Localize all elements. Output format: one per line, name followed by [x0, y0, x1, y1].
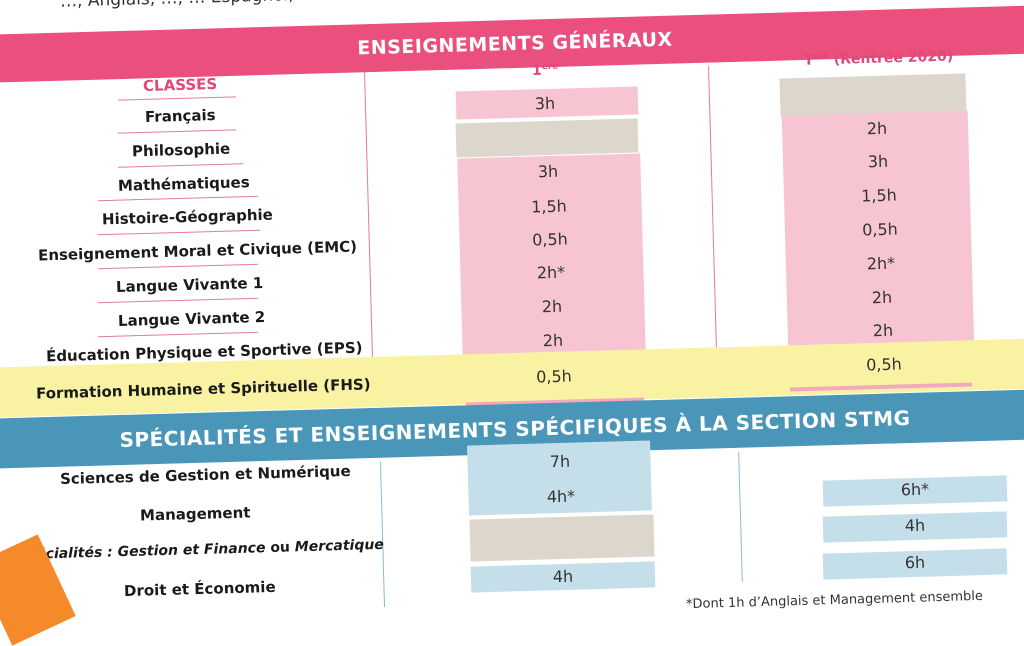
col2-francais-cell	[779, 73, 967, 117]
divider-right	[708, 66, 717, 351]
col1-philo-cell	[455, 118, 639, 158]
divider-left	[364, 72, 373, 357]
classes-underline	[118, 96, 236, 101]
subject-underline	[98, 263, 258, 270]
subject-underline	[118, 129, 236, 134]
subject-underline	[98, 195, 258, 202]
footnote: *Dont 1h d’Anglais et Management ensembl…	[685, 588, 984, 613]
spec-subject-sgn: Sciences de Gestion et Numérique	[59, 461, 351, 489]
spec-col1-beige	[469, 514, 655, 562]
spec-subject-droit: Droit et Économie	[123, 577, 276, 601]
classes-label: CLASSES	[142, 74, 218, 96]
subject-underline	[98, 297, 258, 304]
spec-divider-right	[738, 452, 743, 582]
subject-underline	[98, 331, 258, 338]
top-strip-text: …, Anglais, …, … Espagnol, …	[60, 0, 317, 12]
subject-mathematiques: Mathématiques	[117, 173, 250, 195]
subject-francais: Français	[144, 106, 216, 126]
spec-subject-management: Management	[139, 503, 251, 525]
subject-underline	[118, 163, 243, 168]
spec-subject-gf-mercatique: Spécialités : Gestion et Finance ou Merc…	[15, 536, 385, 564]
subject-histoire-geo: Histoire-Géographie	[101, 205, 274, 229]
general-banner: ENSEIGNEMENTS GÉNÉRAUX	[0, 4, 1024, 84]
col2-header: Tale (Rentrée 2020)	[803, 48, 954, 69]
col1-header: 1ère	[531, 61, 559, 80]
subject-lv2: Langue Vivante 2	[117, 307, 266, 331]
subject-underline	[98, 229, 260, 236]
spec-divider-left	[379, 462, 386, 607]
col1-pink-block	[457, 153, 646, 359]
subject-emc: Enseignement Moral et Civique (EMC)	[37, 237, 358, 265]
subject-lv1: Langue Vivante 1	[115, 273, 264, 297]
subject-philosophie: Philosophie	[131, 139, 231, 161]
